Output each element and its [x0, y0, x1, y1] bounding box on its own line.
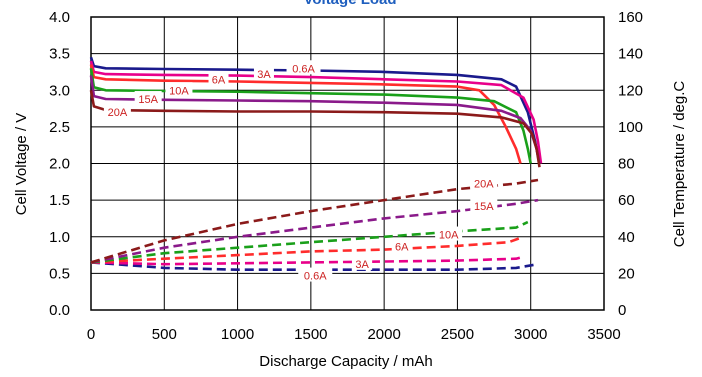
series-label-bg: [391, 238, 412, 253]
x-tick-label: 2000: [367, 326, 400, 343]
y-left-tick-label: 0.5: [49, 265, 70, 282]
temperature-line-20A: [90, 178, 539, 264]
series-label: 15A: [138, 94, 158, 106]
temperature-line-0_6A: [90, 261, 539, 271]
series-label-bg: [134, 91, 162, 106]
series-label-bg: [208, 71, 229, 86]
y-left-tick-label: 1.0: [49, 229, 70, 246]
series-label-bg: [286, 60, 321, 75]
y-right-tick-label: 20: [618, 265, 635, 282]
y-left-tick-label: 3.0: [49, 82, 70, 99]
temperature-line-15A: [90, 198, 539, 264]
y-right-tick-label: 100: [618, 119, 643, 136]
y-right-tick-label: 160: [618, 9, 643, 26]
series-label: 10A: [439, 230, 459, 242]
series-label: 6A: [212, 74, 226, 86]
x-tick-label: 500: [152, 326, 177, 343]
temperature-line-10A: [90, 220, 529, 264]
y-left-tick-label: 0.0: [49, 302, 70, 319]
series-label-bg: [470, 175, 498, 190]
y-right-tick-label: 40: [618, 229, 635, 246]
series-label-bg: [470, 197, 498, 212]
x-tick-label: 3500: [587, 326, 620, 343]
series-label-bg: [435, 226, 463, 241]
series-label: 15A: [474, 201, 494, 213]
series-label-bg: [165, 82, 193, 97]
series-label: 3A: [257, 69, 271, 81]
x-tick-label: 2500: [441, 326, 474, 343]
voltage-line-0_6A: [89, 56, 541, 164]
voltage-line-10A: [89, 68, 532, 164]
series-label-bg: [253, 66, 274, 81]
y-left-tick-label: 4.0: [49, 9, 70, 26]
y-right-tick-label: 0: [618, 302, 626, 319]
y-right-tick-label: 80: [618, 156, 635, 173]
y-left-tick-label: 1.5: [49, 192, 70, 209]
series-label: 10A: [169, 85, 189, 97]
series-annotations: 0.6A 3A 6A 10A 15A 20A 20A 15A 10A 6A 3A 0.6A: [103, 60, 498, 283]
series-label: 20A: [474, 178, 494, 190]
x-tick-label: 3000: [514, 326, 547, 343]
voltage-line-3A: [89, 60, 543, 164]
temperature-line-3A: [90, 255, 524, 266]
chart-title: Voltage Load: [303, 0, 396, 8]
x-tick-label: 1500: [294, 326, 327, 343]
series-label: 0.6A: [292, 63, 315, 75]
x-tick-label: 1000: [221, 326, 254, 343]
x-axis-title: Discharge Capacity / mAh: [259, 353, 432, 370]
y-left-tick-labels: 0.0 0.5 1.0 1.5 2.0 2.5 3.0 3.5 4.0: [49, 9, 70, 319]
series-label: 3A: [355, 259, 369, 271]
y-left-axis-title: Cell Voltage / V: [13, 113, 30, 216]
series-label: 6A: [395, 241, 409, 253]
series-label: 20A: [108, 107, 128, 119]
x-tick-label: 0: [87, 326, 95, 343]
series-label-bg: [103, 104, 131, 119]
y-right-tick-label: 60: [618, 192, 635, 209]
y-right-tick-labels: 0 20 40 60 80 100 120 140 160: [618, 9, 643, 319]
series-label-bg: [298, 267, 333, 282]
y-left-tick-label: 2.5: [49, 119, 70, 136]
y-left-tick-label: 2.0: [49, 156, 70, 173]
temperature-line-6A: [90, 235, 524, 264]
y-right-axis-title: Cell Temperature / deg.C: [671, 81, 688, 248]
series-label: 0.6A: [304, 271, 327, 283]
temperature-lines: [90, 178, 539, 271]
voltage-line-6A: [89, 64, 522, 164]
series-label-bg: [352, 255, 373, 270]
x-tick-labels: 0 500 1000 1500 2000 2500 3000 3500: [87, 326, 621, 343]
y-left-tick-label: 3.5: [49, 46, 70, 63]
plot-frame: [90, 16, 605, 311]
y-right-tick-label: 140: [618, 46, 643, 63]
y-right-tick-label: 120: [618, 82, 643, 99]
